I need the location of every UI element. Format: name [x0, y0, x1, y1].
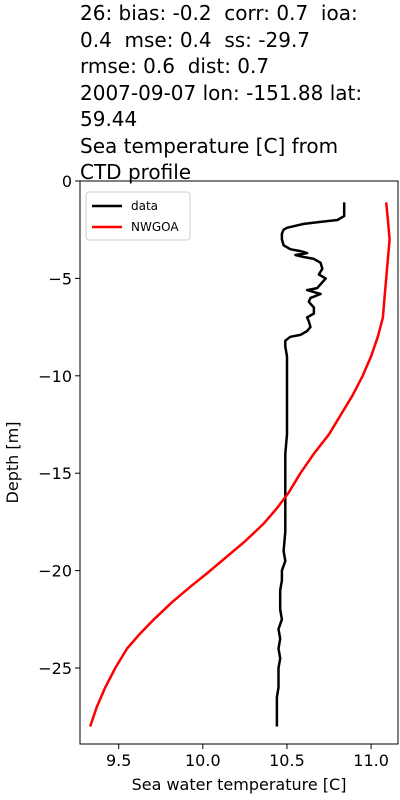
plot-lines	[88, 202, 391, 727]
title-line: CTD profile	[80, 160, 192, 184]
title-line: 59.44	[80, 107, 138, 131]
y-tick-label: −5	[48, 269, 72, 288]
x-axis: 9.5 10.0 10.5 11.0	[106, 744, 389, 770]
chart-title: 26: bias: -0.2 corr: 0.7 ioa: 0.4 mse: 0.…	[80, 0, 398, 186]
title-line: Sea temperature [C] from	[80, 133, 339, 158]
title-line: rmse: 0.6 dist: 0.7	[80, 54, 270, 78]
title-line: 0.4 mse: 0.4 ss: -29.7	[80, 27, 311, 52]
title-line: 2007-09-07 lon: -151.88 lat:	[80, 80, 363, 105]
y-tick-label: −20	[38, 562, 72, 581]
legend: data NWGOA	[85, 191, 191, 241]
y-tick-label: −10	[38, 367, 72, 386]
legend-label: NWGOA	[131, 220, 179, 234]
series-line-nwgoa	[88, 202, 391, 727]
x-tick-label: 10.5	[269, 751, 305, 770]
legend-label: data	[131, 199, 158, 213]
x-tick-label: 10.0	[185, 751, 221, 770]
x-axis-label: Sea water temperature [C]	[132, 775, 347, 794]
y-axis: 0 −5 −10 −15 −20 −25	[38, 172, 80, 678]
x-tick-label: 9.5	[106, 751, 131, 770]
plot-frame	[79, 180, 399, 745]
y-tick-label: 0	[62, 172, 72, 191]
y-tick-label: −15	[38, 464, 72, 483]
y-tick-label: −25	[38, 659, 72, 678]
x-tick-label: 11.0	[353, 751, 389, 770]
title-line: 26: bias: -0.2 corr: 0.7 ioa:	[80, 1, 358, 25]
y-axis-label: Depth [m]	[3, 422, 22, 504]
series-line-data	[275, 202, 346, 727]
